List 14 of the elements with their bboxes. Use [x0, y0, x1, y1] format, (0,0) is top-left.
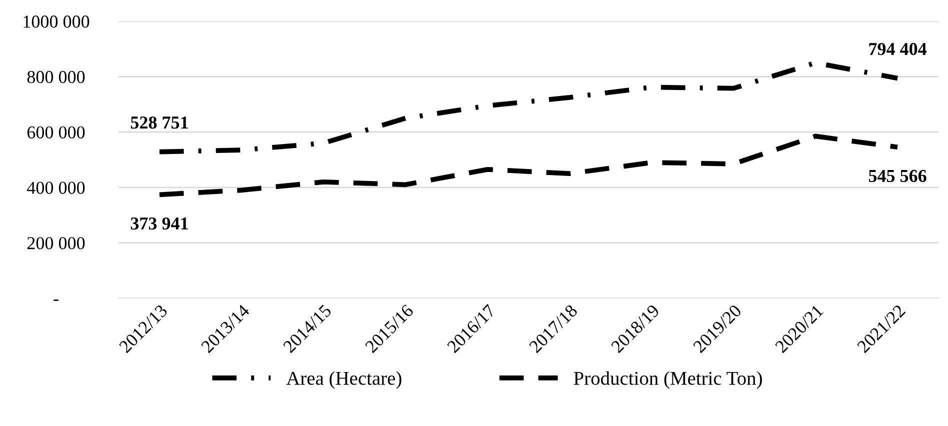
data-label: 794 404	[869, 42, 927, 56]
y-tick-label: 800 000	[27, 70, 85, 84]
line-series	[157, 60, 900, 154]
data-label: 528 751	[130, 116, 188, 129]
y-tick-label: -	[54, 300, 58, 301]
line-series	[157, 134, 900, 198]
y-tick-label: 200 000	[27, 237, 85, 250]
legend-label: Area (Hectare)	[286, 371, 402, 389]
y-tick-label: 600 000	[27, 126, 85, 138]
y-tick-label: 1000 000	[24, 16, 90, 28]
data-label: 545 566	[868, 170, 926, 182]
data-label: 373 941	[130, 217, 188, 230]
legend-label: Production (Metric Ton)	[574, 371, 762, 389]
y-tick-label: 400 000	[27, 182, 85, 194]
